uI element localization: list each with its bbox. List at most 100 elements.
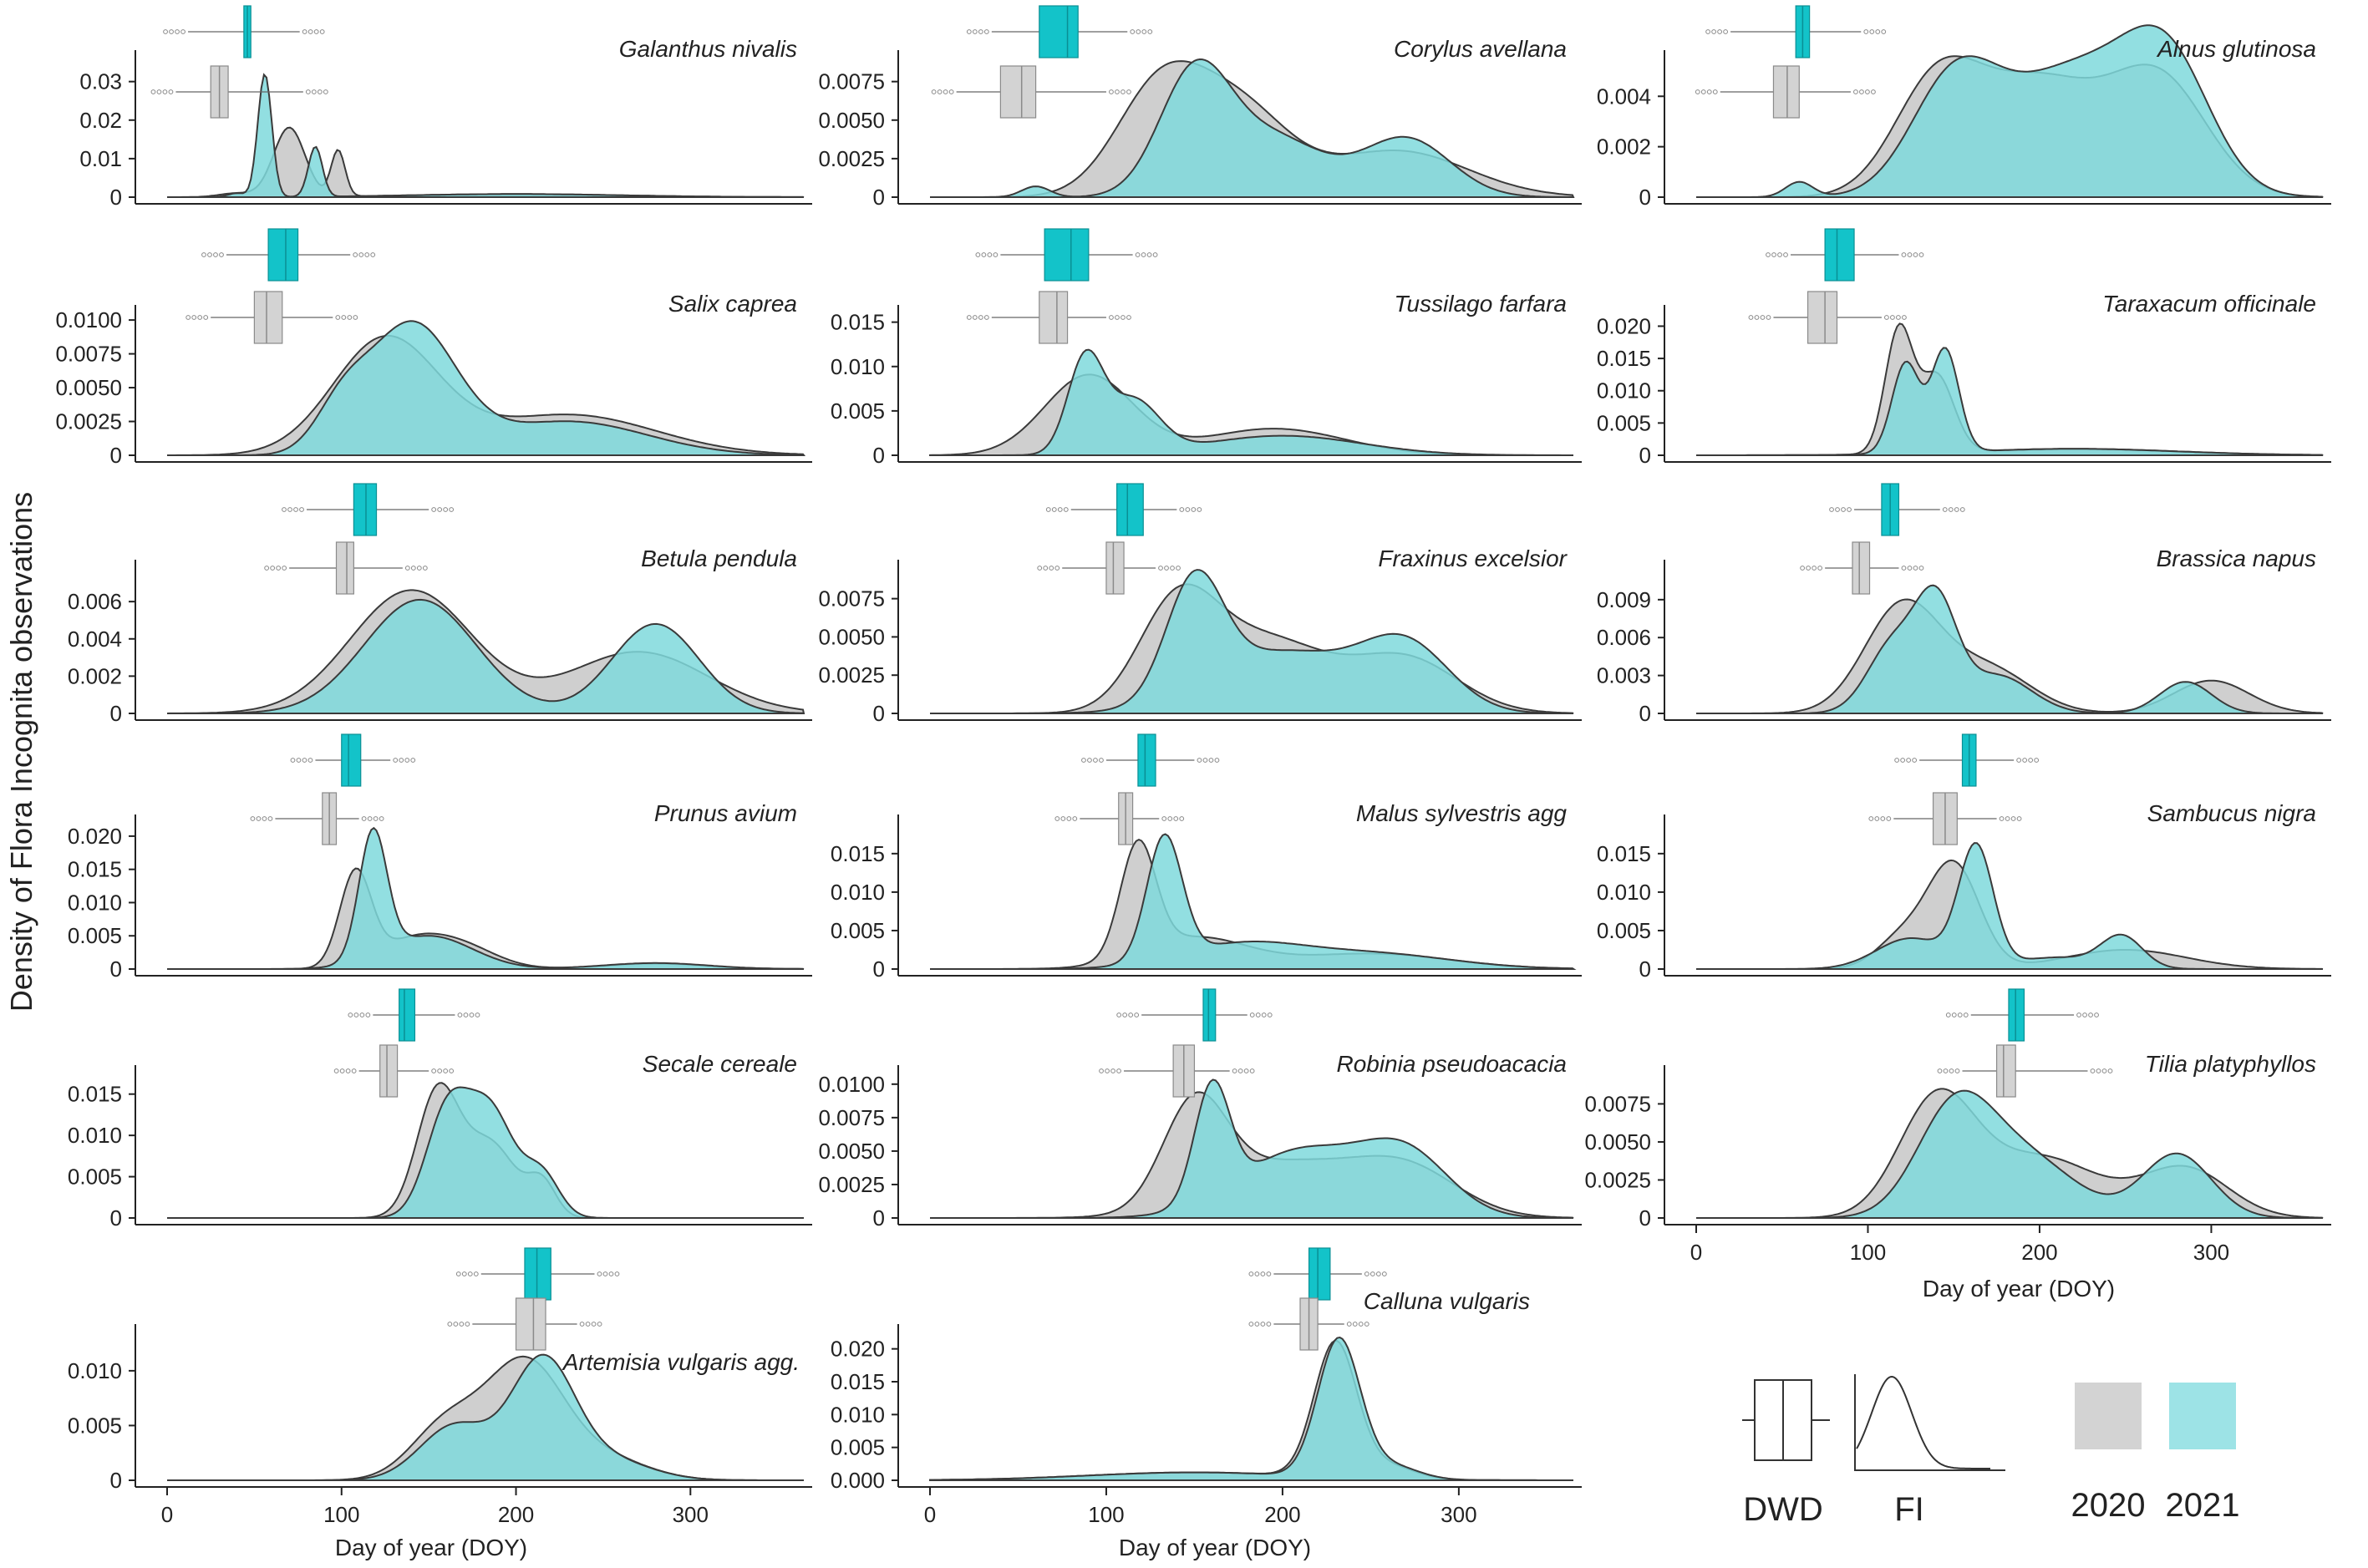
- boxplot-2021: [1248, 1247, 1387, 1301]
- box-outlier: [1066, 816, 1072, 821]
- x-tick-label: 300: [1441, 1502, 1476, 1527]
- box-outlier: [307, 29, 313, 34]
- box-outlier: [966, 315, 972, 320]
- box-outlier: [1907, 566, 1913, 571]
- box-outlier: [293, 507, 298, 512]
- box-outlier: [410, 566, 416, 571]
- box-outlier: [1900, 758, 1906, 763]
- box-outlier: [1918, 252, 1924, 257]
- box-outlier: [1871, 89, 1876, 94]
- density-2020: [1696, 598, 2324, 714]
- box-outlier: [1045, 507, 1051, 512]
- y-tick-label: 0.005: [831, 918, 885, 943]
- box-outlier: [323, 89, 328, 94]
- boxplot-2020: [931, 65, 1131, 119]
- box-outlier: [370, 252, 376, 257]
- box-outlier: [1829, 507, 1834, 512]
- box-outlier: [1122, 1012, 1128, 1017]
- box-rect: [1105, 541, 1125, 595]
- panel-title: Tussilago farfara: [1395, 291, 1567, 317]
- box-rect: [1995, 1044, 2016, 1098]
- box-outlier: [302, 29, 307, 34]
- box-outlier: [983, 315, 989, 320]
- y-tick-label: 0.03: [79, 69, 122, 94]
- box-outlier: [351, 1068, 357, 1073]
- box-outlier: [1179, 507, 1185, 512]
- density-2021: [167, 598, 805, 714]
- boxplot-2020: [185, 291, 358, 344]
- legend-curve-symbol: [1854, 1374, 2005, 1471]
- box-outlier: [1364, 1271, 1369, 1276]
- box-outlier: [213, 252, 218, 257]
- boxplot-2021: [163, 5, 325, 58]
- box-outlier: [473, 1271, 479, 1276]
- panel-title: Betula pendula: [641, 546, 797, 571]
- box-outlier: [1771, 252, 1776, 257]
- box-outlier: [1766, 315, 1771, 320]
- box-outlier: [364, 252, 370, 257]
- box-outlier: [1057, 507, 1063, 512]
- box-outlier: [1711, 29, 1716, 34]
- panel-tussilago-farfara: 0 0.005 0.010 0.015 Tussilago farfara: [831, 228, 1582, 468]
- boxplot-2020: [1695, 65, 1876, 119]
- box-outlier: [1760, 315, 1766, 320]
- box-outlier: [361, 816, 367, 821]
- box-outlier: [290, 758, 296, 763]
- boxplot-2020: [1054, 792, 1185, 845]
- y-tick-label: 0.015: [1597, 841, 1651, 866]
- box-outlier: [1161, 816, 1167, 821]
- box-outlier: [1954, 1068, 1960, 1073]
- boxplot-2020: [1037, 541, 1181, 595]
- box-outlier: [461, 1271, 467, 1276]
- legend-label-2020: 2020: [2071, 1487, 2146, 1524]
- box-outlier: [1185, 507, 1191, 512]
- x-axis-label-col3: Day of year (DOY): [1923, 1276, 2115, 1302]
- panel-prunus-avium: 0 0.005 0.010 0.015 0.020 Prunus avium: [68, 733, 812, 982]
- box-outlier: [1115, 89, 1120, 94]
- box-outlier: [443, 1068, 449, 1073]
- boxplot-2021: [1081, 733, 1220, 787]
- legend-label-fi: FI: [1894, 1491, 1924, 1528]
- box-rect: [1116, 483, 1144, 536]
- box-outlier: [1906, 758, 1912, 763]
- box-outlier: [449, 1068, 455, 1073]
- density-2021: [930, 833, 1577, 970]
- box-rect: [1137, 733, 1156, 787]
- y-tick-label: 0: [1639, 443, 1651, 468]
- box-outlier: [1087, 758, 1092, 763]
- y-tick-label: 0.005: [1597, 410, 1651, 435]
- x-tick-label: 300: [673, 1502, 709, 1527]
- panel-fraxinus-excelsior: 0 0.0025 0.0050 0.0075 Fraxinus excelsior: [818, 483, 1582, 726]
- box-outlier: [1109, 89, 1114, 94]
- box-outlier: [1105, 1068, 1110, 1073]
- box-outlier: [2088, 1012, 2093, 1017]
- y-tick-label: 0.015: [831, 310, 885, 335]
- box-rect: [341, 733, 362, 787]
- y-tick-label: 0.005: [831, 398, 885, 424]
- boxplot-2020: [1248, 1297, 1369, 1351]
- box-outlier: [443, 507, 449, 512]
- y-tick-label: 0.0075: [818, 586, 885, 611]
- box-outlier: [1197, 507, 1202, 512]
- box-outlier: [1901, 566, 1907, 571]
- box-outlier: [1777, 252, 1782, 257]
- box-outlier: [1120, 315, 1126, 320]
- y-tick-label: 0.010: [68, 1358, 122, 1383]
- legend: DWD FI 2020 2021: [1742, 1374, 2239, 1528]
- box-outlier: [311, 89, 317, 94]
- y-tick-label: 0: [873, 185, 885, 210]
- box-outlier: [162, 89, 168, 94]
- y-tick-label: 0.0025: [818, 662, 885, 688]
- box-outlier: [2010, 816, 2016, 821]
- box-outlier: [1164, 566, 1169, 571]
- box-outlier: [608, 1271, 614, 1276]
- box-outlier: [2022, 758, 2028, 763]
- boxplot-2020: [1099, 1044, 1255, 1098]
- box-outlier: [948, 89, 954, 94]
- y-tick-label: 0.0100: [55, 307, 122, 332]
- box-outlier: [264, 566, 270, 571]
- box-outlier: [219, 252, 224, 257]
- boxplot-2021: [1945, 988, 2099, 1042]
- y-tick-label: 0.0025: [818, 1172, 885, 1197]
- box-outlier: [404, 758, 410, 763]
